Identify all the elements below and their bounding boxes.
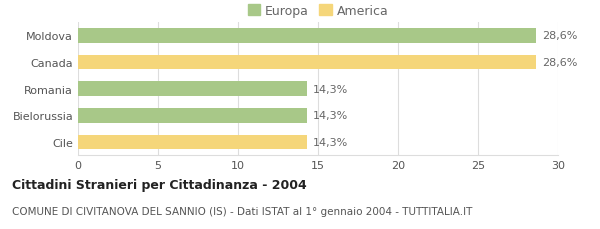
Text: 14,3%: 14,3% (313, 137, 349, 147)
Text: 28,6%: 28,6% (542, 31, 577, 41)
Text: 14,3%: 14,3% (313, 111, 349, 121)
Bar (78, 109, 307, 123)
Text: 14,3%: 14,3% (313, 84, 349, 94)
Bar (78, 135, 307, 150)
Text: COMUNE DI CIVITANOVA DEL SANNIO (IS) - Dati ISTAT al 1° gennaio 2004 - TUTTITALI: COMUNE DI CIVITANOVA DEL SANNIO (IS) - D… (12, 206, 472, 216)
Bar (78, 55, 536, 70)
Bar (78, 82, 307, 97)
Bar (78, 29, 536, 44)
Text: Cittadini Stranieri per Cittadinanza - 2004: Cittadini Stranieri per Cittadinanza - 2… (12, 179, 307, 192)
Legend: Europa, America: Europa, America (242, 0, 394, 23)
Text: 28,6%: 28,6% (542, 58, 577, 68)
